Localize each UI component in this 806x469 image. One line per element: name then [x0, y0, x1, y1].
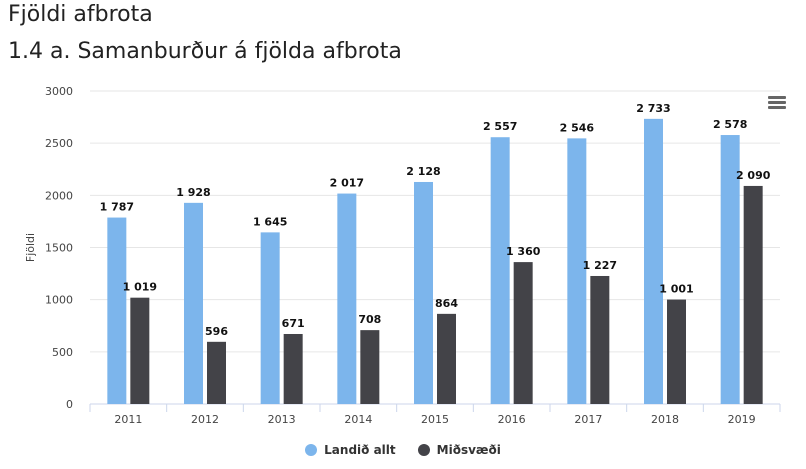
- data-label: 1 645: [253, 215, 287, 228]
- y-tick-label: 500: [52, 346, 73, 359]
- data-label: 2 128: [406, 165, 440, 178]
- chart-title: 1.4 a. Samanburður á fjölda afbrota: [8, 39, 402, 64]
- x-tick-label: 2014: [344, 413, 372, 426]
- data-label: 1 227: [583, 259, 617, 272]
- bar-landid-allt[interactable]: [490, 137, 510, 404]
- data-label: 1 001: [659, 283, 693, 296]
- legend-swatch-landid-allt: [305, 444, 318, 456]
- data-label: 1 360: [506, 245, 541, 258]
- bar-midsvaedi[interactable]: [437, 313, 456, 404]
- y-axis-title: Fjöldi: [24, 233, 37, 262]
- legend-label-landid-allt: Landið allt: [324, 443, 396, 457]
- chart-plot: 0 500 1000 1500 2000 2500 3000 Fjöldi 2011 1 787 1…: [24, 85, 781, 426]
- bar-midsvaedi[interactable]: [513, 262, 533, 404]
- bar-midsvaedi[interactable]: [667, 299, 686, 404]
- data-label: 1 787: [100, 201, 134, 214]
- data-label: 1 019: [123, 281, 157, 294]
- data-label: 2 733: [636, 102, 670, 115]
- data-label: 2 017: [330, 177, 364, 190]
- x-tick-label: 2016: [498, 413, 526, 426]
- x-tick-label: 2015: [421, 413, 449, 426]
- chart-legend: Landið allt Miðsvæði: [0, 443, 806, 457]
- bar-midsvaedi[interactable]: [283, 333, 303, 404]
- data-label: 2 557: [483, 120, 517, 133]
- hamburger-menu-icon: [768, 96, 786, 99]
- legend-item-landid-allt[interactable]: Landið allt: [305, 443, 396, 457]
- legend-label-midsvaedi: Miðsvæði: [436, 443, 501, 457]
- y-tick-label: 2000: [45, 189, 73, 202]
- bar-landid-allt[interactable]: [567, 138, 587, 404]
- bar-midsvaedi[interactable]: [743, 185, 763, 404]
- data-label: 1 928: [176, 186, 210, 199]
- bar-landid-allt[interactable]: [720, 135, 740, 404]
- chart-menu-button[interactable]: [766, 93, 790, 113]
- x-tick-label: 2018: [651, 413, 679, 426]
- data-label: 2 546: [560, 121, 595, 134]
- y-tick-label: 1500: [45, 242, 73, 255]
- bar-landid-allt[interactable]: [107, 217, 127, 404]
- bar-landid-allt[interactable]: [414, 181, 433, 404]
- x-tick-label: 2017: [574, 413, 602, 426]
- data-label: 708: [358, 313, 381, 326]
- x-tick-label: 2011: [114, 413, 142, 426]
- y-tick-label: 3000: [45, 85, 73, 98]
- data-label: 596: [205, 325, 228, 338]
- bar-landid-allt[interactable]: [260, 232, 280, 404]
- bar-landid-allt[interactable]: [184, 202, 203, 404]
- bar-midsvaedi[interactable]: [130, 297, 150, 404]
- y-tick-label: 1000: [45, 294, 73, 307]
- x-tick-label: 2019: [728, 413, 756, 426]
- bar-midsvaedi[interactable]: [207, 341, 226, 404]
- x-tick-label: 2012: [191, 413, 219, 426]
- legend-swatch-midsvaedi: [417, 444, 430, 456]
- bar-midsvaedi[interactable]: [360, 330, 380, 404]
- bar-midsvaedi[interactable]: [590, 275, 610, 404]
- page-heading: Fjöldi afbrota: [8, 2, 153, 27]
- data-label: 671: [282, 317, 305, 330]
- x-tick-label: 2013: [268, 413, 296, 426]
- data-label: 2 090: [736, 169, 771, 182]
- data-label: 864: [435, 297, 458, 310]
- data-label: 2 578: [713, 118, 747, 131]
- bar-landid-allt[interactable]: [644, 118, 663, 405]
- y-tick-label: 2500: [45, 137, 73, 150]
- legend-item-midsvaedi[interactable]: Miðsvæði: [417, 443, 501, 457]
- bar-landid-allt[interactable]: [337, 193, 357, 404]
- y-tick-label: 0: [66, 398, 73, 411]
